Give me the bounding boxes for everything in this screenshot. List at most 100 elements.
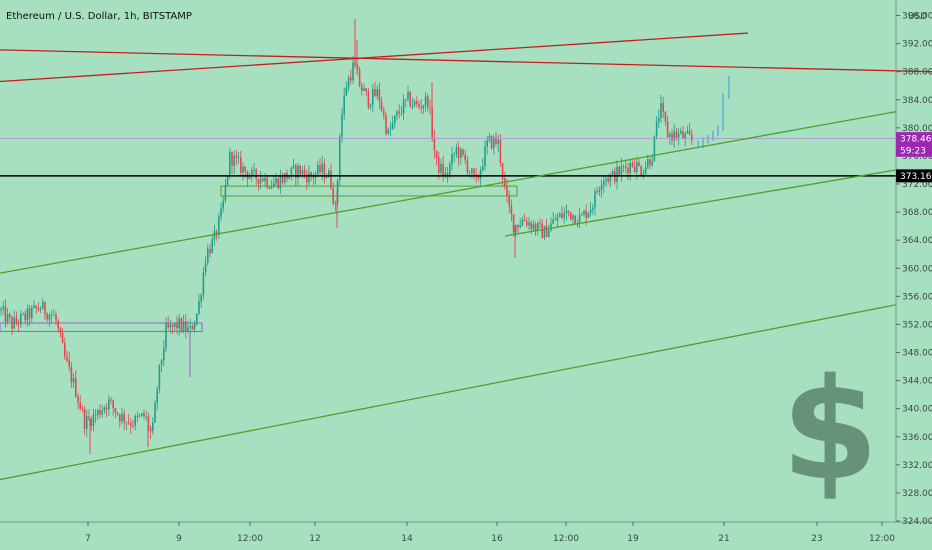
candle-body bbox=[240, 157, 242, 173]
candle-body bbox=[257, 178, 260, 184]
price-tag bbox=[896, 169, 932, 183]
candle-body bbox=[532, 224, 535, 230]
candle-body bbox=[121, 413, 123, 422]
candle-body bbox=[574, 215, 576, 225]
candle-body bbox=[77, 396, 79, 403]
candle-body bbox=[323, 163, 326, 178]
candle-body bbox=[389, 128, 392, 130]
candle-body bbox=[482, 166, 484, 171]
price-tick-label: 344.00 bbox=[902, 377, 932, 387]
candle-body bbox=[418, 103, 420, 108]
candle-body bbox=[292, 165, 295, 168]
candle-body bbox=[273, 183, 275, 188]
candle-body bbox=[160, 360, 163, 365]
candle-body bbox=[515, 224, 517, 233]
candle-body bbox=[369, 104, 372, 107]
candle-body bbox=[409, 92, 411, 107]
price-tick-label: 372.00 bbox=[902, 180, 932, 190]
candle-body bbox=[143, 413, 145, 417]
candle-body bbox=[242, 166, 244, 173]
trend-line bbox=[0, 32, 749, 83]
candle-body bbox=[552, 219, 554, 224]
price-tag-label: 59:23 bbox=[900, 146, 926, 156]
candle-body bbox=[35, 305, 37, 309]
candle-body bbox=[328, 170, 330, 178]
candle-body bbox=[631, 162, 634, 167]
candle-body bbox=[534, 224, 537, 231]
candle-body bbox=[204, 262, 207, 273]
candle-body bbox=[92, 414, 95, 426]
candle-body bbox=[688, 131, 691, 135]
candle-body bbox=[37, 308, 40, 310]
candle-body bbox=[638, 162, 640, 167]
candle-body bbox=[281, 176, 284, 183]
candle-body bbox=[429, 107, 431, 109]
candle-body bbox=[589, 209, 592, 213]
time-tick-label: 12:00 bbox=[869, 534, 895, 544]
candle-body bbox=[649, 159, 651, 166]
candle-body bbox=[59, 328, 62, 334]
candle-body bbox=[548, 230, 550, 237]
candle-body bbox=[200, 294, 202, 302]
candle-body bbox=[61, 333, 64, 344]
candle-body bbox=[303, 170, 306, 175]
candle-body bbox=[108, 399, 110, 410]
candle-body bbox=[112, 400, 114, 409]
candle-body bbox=[444, 172, 447, 177]
price-tick-label: 340.00 bbox=[902, 405, 932, 415]
candle-body bbox=[691, 134, 693, 140]
line-layer bbox=[0, 32, 932, 481]
candle-body bbox=[490, 135, 493, 149]
candle-body bbox=[385, 115, 387, 134]
candle-body bbox=[275, 178, 277, 184]
candle-body bbox=[55, 314, 57, 321]
candle-body bbox=[380, 101, 383, 111]
candle-body bbox=[512, 214, 515, 233]
candle-body bbox=[15, 317, 18, 323]
candle-body bbox=[185, 321, 187, 332]
candle-body bbox=[325, 177, 328, 179]
candle-body bbox=[237, 157, 240, 159]
candle-body bbox=[594, 191, 596, 208]
candle-body bbox=[191, 325, 194, 330]
candle-body bbox=[587, 212, 590, 218]
candle-body bbox=[42, 301, 44, 310]
candle-body bbox=[636, 162, 638, 172]
candle-body bbox=[33, 305, 35, 308]
time-tick-label: 14 bbox=[401, 534, 413, 544]
candle-body bbox=[435, 150, 438, 158]
candle-body bbox=[336, 180, 339, 203]
candle-body bbox=[290, 167, 293, 176]
candle-body bbox=[673, 131, 675, 141]
candle-body bbox=[642, 173, 645, 176]
candle-body bbox=[554, 219, 557, 221]
candle-body bbox=[81, 408, 84, 410]
candle-body bbox=[464, 154, 466, 161]
candle-body bbox=[539, 222, 541, 224]
candle-body bbox=[134, 416, 136, 426]
candle-body bbox=[163, 348, 165, 361]
candle-body bbox=[361, 86, 363, 91]
candle-body bbox=[224, 185, 227, 201]
candle-body bbox=[629, 162, 631, 174]
currency-label: USD bbox=[908, 12, 927, 22]
candle-body bbox=[343, 95, 345, 115]
candle-body bbox=[301, 170, 304, 175]
candle-body bbox=[295, 165, 297, 178]
price-tick-label: 396.00 bbox=[902, 12, 932, 22]
candle-body bbox=[541, 223, 543, 239]
candle-body bbox=[28, 308, 31, 319]
candle-body bbox=[471, 168, 473, 173]
candle-body bbox=[347, 77, 350, 88]
candle-body bbox=[394, 115, 396, 124]
candle-body bbox=[416, 101, 418, 104]
candle-body bbox=[182, 321, 185, 332]
candle-body bbox=[116, 412, 119, 415]
candle-body bbox=[387, 129, 389, 134]
candle-body bbox=[618, 166, 620, 175]
candle-body bbox=[193, 323, 196, 330]
candle-body bbox=[543, 226, 546, 239]
